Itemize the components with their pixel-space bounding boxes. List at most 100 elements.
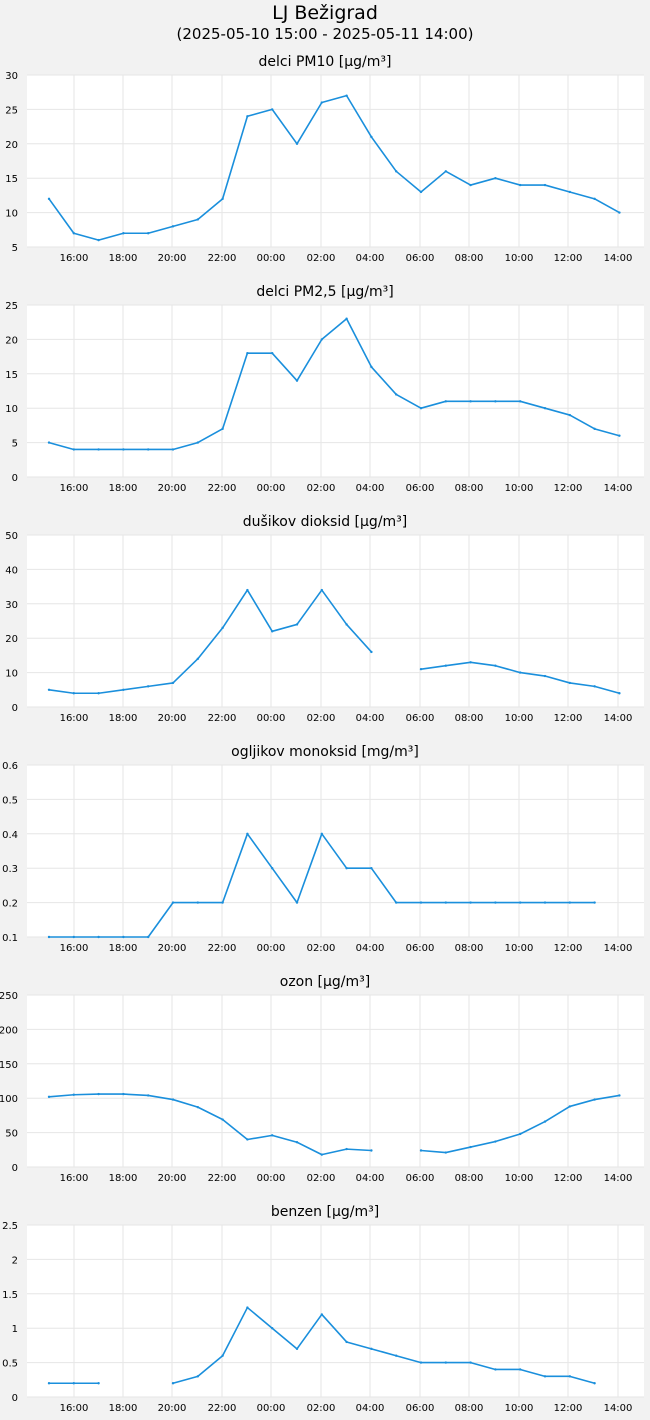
x-tick-label: 04:00 — [356, 1403, 385, 1414]
x-tick-label: 08:00 — [455, 253, 484, 264]
data-point — [47, 935, 51, 939]
data-point — [320, 1153, 323, 1156]
y-tick-label: 0.5 — [2, 1359, 18, 1370]
data-point — [122, 935, 125, 939]
data-point — [320, 588, 323, 592]
data-point — [419, 407, 423, 410]
data-point — [271, 630, 274, 633]
data-point — [419, 667, 423, 671]
chart-panel: delci PM10 [µg/m³] 5 10 15 20 25 30 16:00 18:00 2… — [5, 54, 644, 264]
x-tick-label: 10:00 — [505, 1403, 534, 1414]
data-point — [543, 901, 547, 904]
x-tick-label: 14:00 — [604, 943, 633, 954]
data-point — [345, 867, 348, 870]
data-point — [593, 427, 596, 431]
data-point — [370, 650, 373, 654]
x-tick-label: 20:00 — [158, 1403, 187, 1414]
x-tick-label: 00:00 — [257, 1403, 286, 1414]
x-tick-label: 20:00 — [158, 713, 187, 724]
data-point — [444, 170, 447, 173]
data-point — [444, 400, 447, 403]
x-tick-label: 04:00 — [356, 713, 385, 724]
data-point — [320, 832, 323, 835]
x-tick-label: 00:00 — [257, 253, 286, 264]
y-tick-label: 5 — [12, 439, 18, 450]
y-tick-label: 1 — [12, 1324, 18, 1335]
chart-title: benzen [µg/m³] — [271, 1204, 379, 1220]
x-tick-label: 22:00 — [208, 253, 237, 264]
data-point — [519, 901, 522, 904]
y-tick-label: 20 — [5, 140, 18, 151]
data-point — [97, 448, 100, 451]
data-point — [370, 135, 373, 139]
x-tick-label: 14:00 — [604, 1403, 633, 1414]
y-tick-label: 25 — [5, 105, 18, 116]
data-point — [196, 901, 199, 904]
data-point — [519, 671, 522, 674]
data-point — [320, 1313, 323, 1316]
data-point — [419, 1361, 423, 1364]
data-point — [221, 626, 224, 630]
y-tick-label: 150 — [0, 1060, 18, 1071]
series-line — [172, 1306, 595, 1385]
data-point — [295, 1141, 299, 1144]
x-tick-label: 12:00 — [554, 253, 583, 264]
y-tick-label: 0 — [12, 1163, 18, 1174]
data-point — [494, 901, 497, 904]
plot-area — [27, 1225, 644, 1397]
y-tick-label: 0.6 — [2, 761, 18, 772]
x-tick-label: 04:00 — [356, 483, 385, 494]
data-point — [47, 1095, 51, 1099]
y-tick-label: 20 — [5, 335, 18, 346]
data-point — [519, 1132, 522, 1136]
data-point — [221, 427, 224, 431]
data-point — [147, 232, 150, 235]
data-point — [196, 441, 199, 444]
data-point — [519, 400, 522, 403]
x-tick-label: 10:00 — [505, 713, 534, 724]
plot-area — [27, 305, 644, 477]
x-tick-label: 08:00 — [455, 943, 484, 954]
data-point — [72, 232, 76, 235]
y-tick-label: 50 — [5, 1129, 18, 1140]
x-tick-label: 20:00 — [158, 1173, 187, 1184]
y-tick-label: 40 — [5, 565, 18, 576]
chart-panel: benzen [µg/m³] 0 0.5 1 1.5 2 2.5 16:00 18:00 20:0… — [2, 1204, 644, 1414]
data-point — [568, 413, 571, 417]
data-point — [271, 351, 274, 355]
x-tick-label: 16:00 — [60, 1403, 89, 1414]
data-point — [345, 1147, 348, 1151]
y-tick-label: 0 — [12, 703, 18, 714]
x-tick-label: 12:00 — [554, 1173, 583, 1184]
data-point — [519, 183, 522, 187]
data-point — [246, 832, 249, 835]
x-tick-label: 06:00 — [406, 943, 435, 954]
x-tick-label: 02:00 — [307, 483, 336, 494]
data-point — [320, 101, 323, 104]
data-point — [171, 1382, 175, 1385]
data-point — [593, 1098, 596, 1101]
date-range: (2025-05-10 15:00 - 2025-05-11 14:00) — [176, 25, 474, 43]
data-point — [444, 901, 447, 904]
data-point — [543, 183, 547, 187]
data-point — [568, 190, 571, 194]
x-tick-label: 04:00 — [356, 1173, 385, 1184]
data-point — [295, 623, 299, 626]
plot-area — [27, 765, 644, 937]
y-tick-label: 2 — [12, 1255, 18, 1266]
data-point — [122, 232, 125, 235]
x-tick-label: 08:00 — [455, 713, 484, 724]
x-tick-label: 20:00 — [158, 483, 187, 494]
chart-title: dušikov dioksid [µg/m³] — [243, 514, 408, 530]
data-point — [370, 1149, 373, 1152]
y-tick-label: 0.2 — [2, 899, 18, 910]
data-point — [295, 379, 299, 382]
data-point — [444, 664, 447, 667]
x-tick-label: 10:00 — [505, 253, 534, 264]
chart-title: ogljikov monoksid [mg/m³] — [231, 744, 419, 760]
data-point — [469, 1145, 472, 1149]
data-point — [72, 692, 76, 695]
data-point — [221, 901, 224, 904]
data-point — [246, 1306, 249, 1309]
data-point — [122, 688, 125, 691]
